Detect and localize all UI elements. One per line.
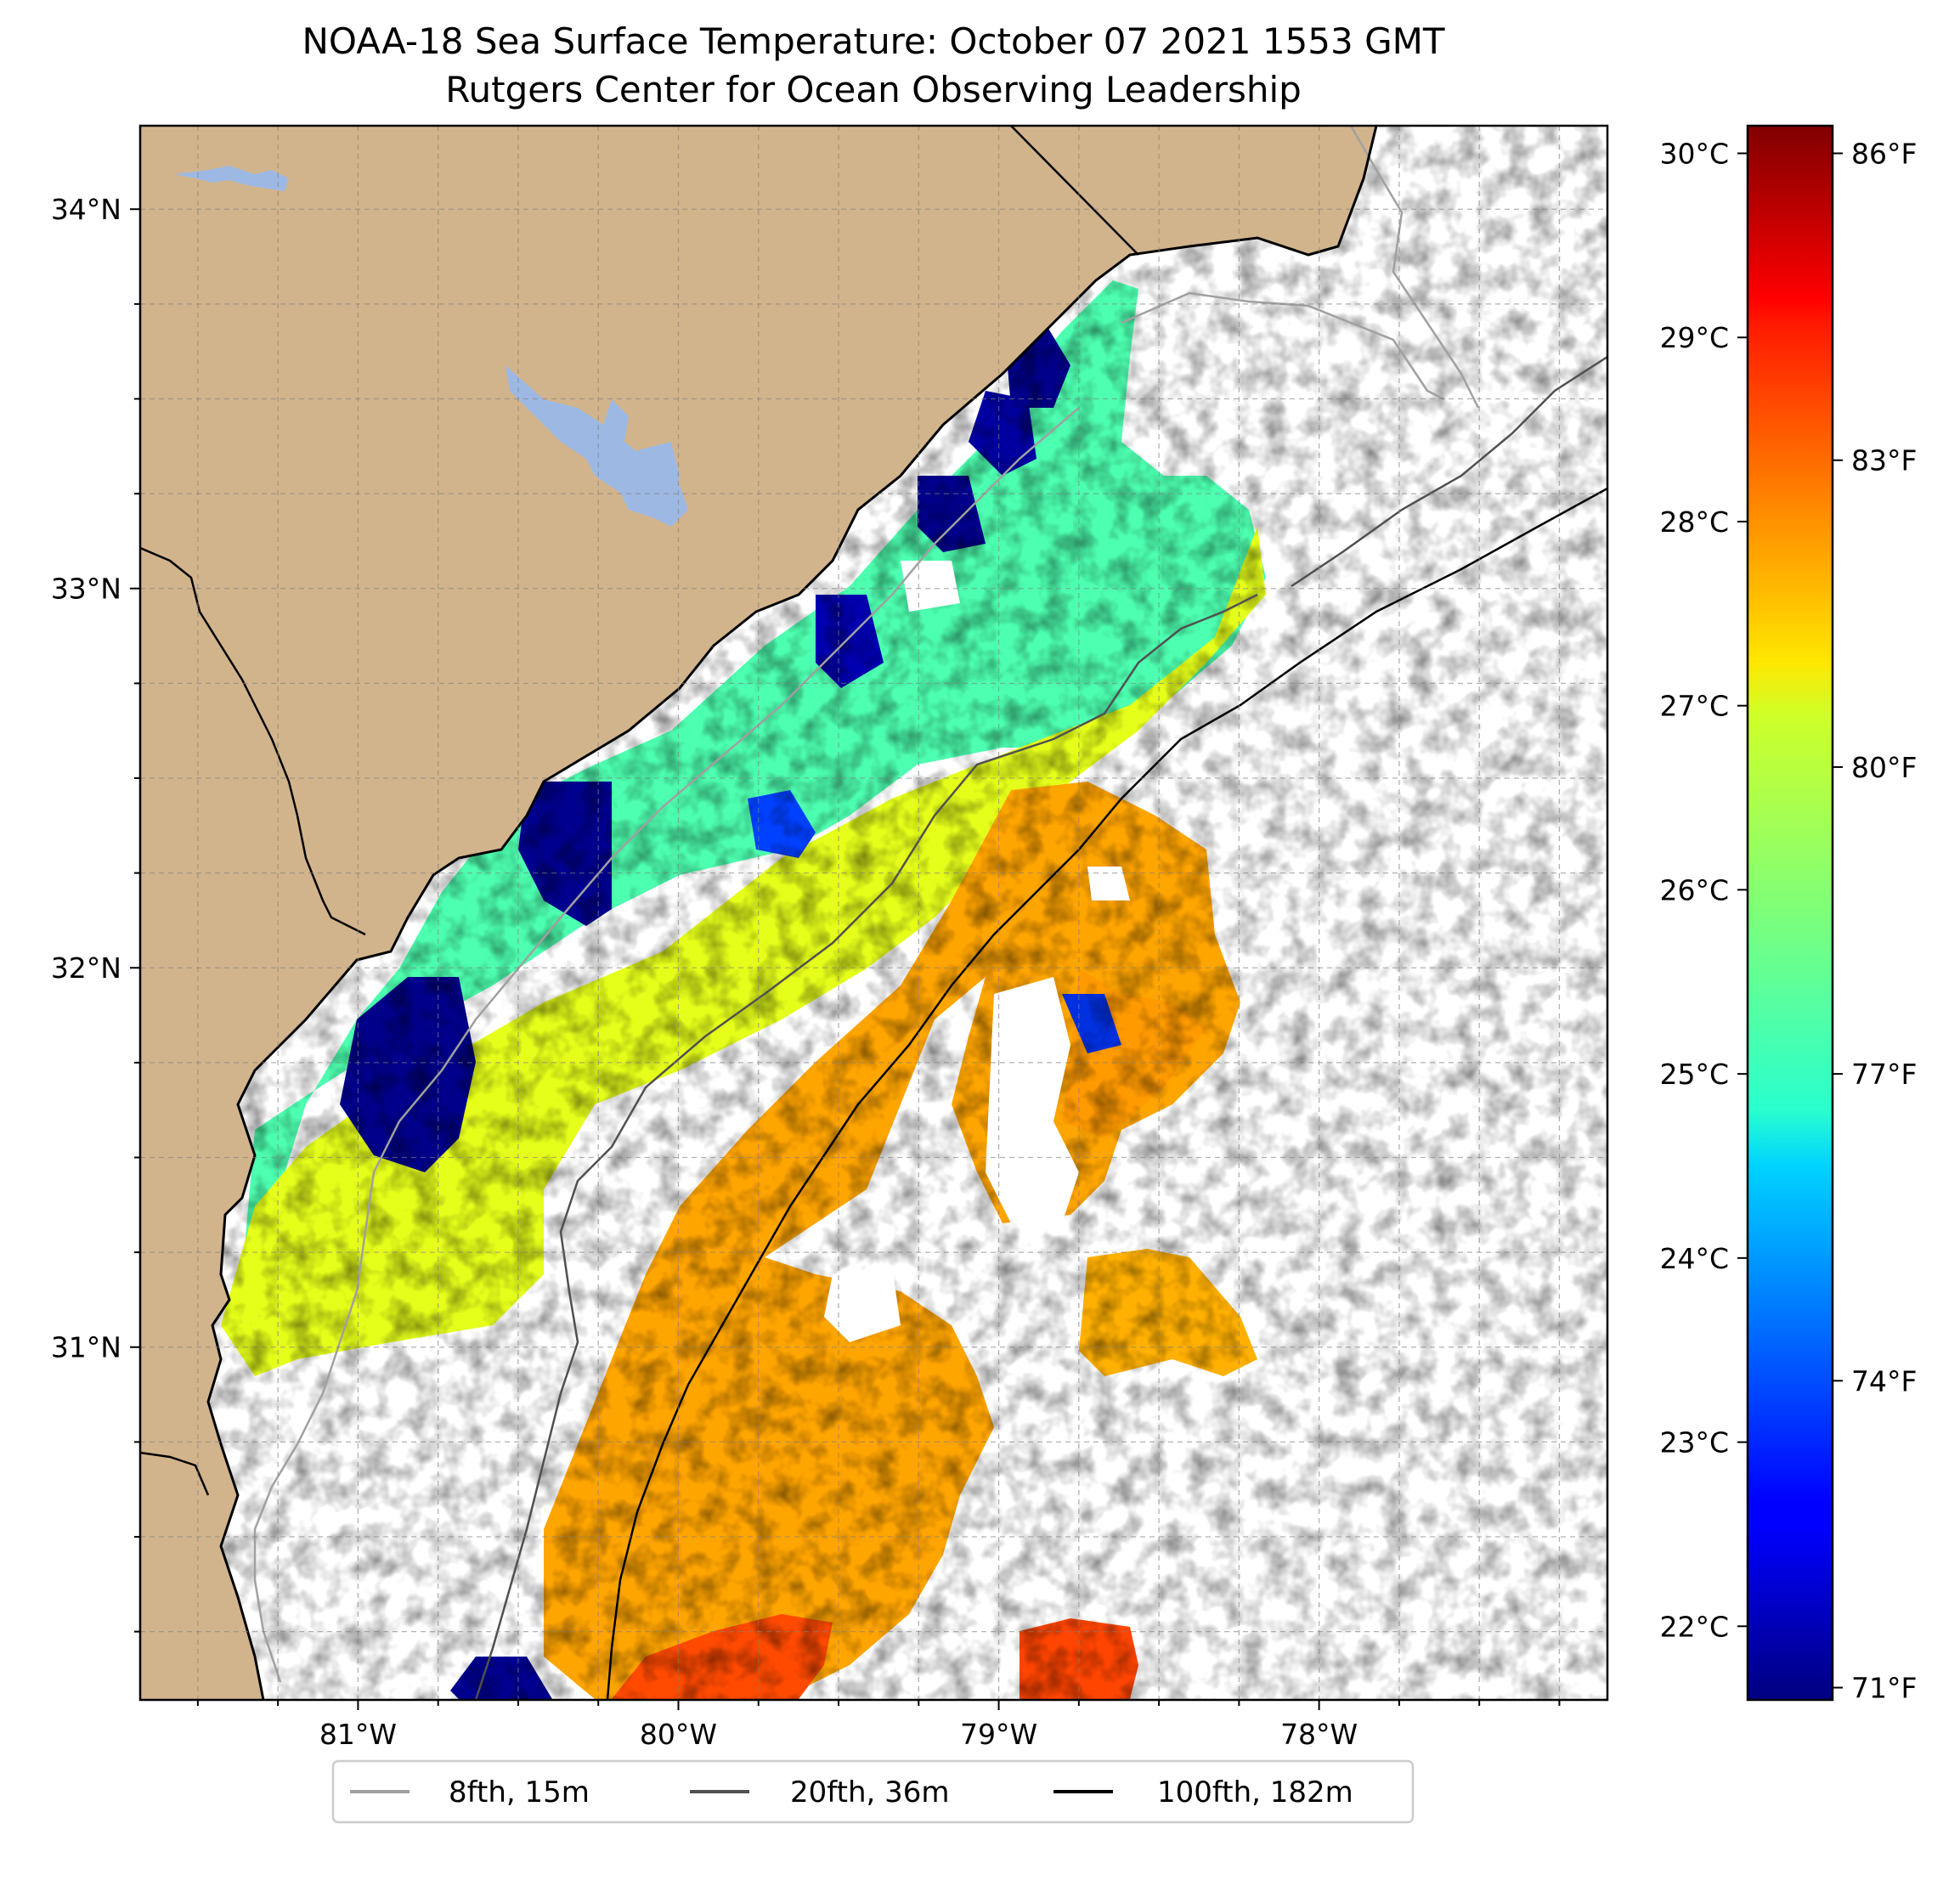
celsius-tick-label: 23°C bbox=[1659, 1426, 1729, 1459]
isobath-8fth bbox=[253, 126, 1480, 1683]
fahrenheit-tick-label: 74°F bbox=[1851, 1364, 1917, 1397]
cloud-gap-4 bbox=[1087, 867, 1130, 900]
lake-moultrie bbox=[637, 442, 680, 510]
state-boundary-nc-sc bbox=[1010, 126, 1139, 256]
celsius-tick-label: 27°C bbox=[1659, 690, 1729, 723]
gridlines bbox=[140, 126, 1607, 1700]
map-frame bbox=[138, 124, 1609, 1702]
colorbar: 30°C 29°C 28°C 27°C 26°C 25°C 24°C 23°C 22°C 86°F… bbox=[1659, 124, 1917, 1705]
fahrenheit-tick-label: 83°F bbox=[1851, 444, 1917, 477]
fahrenheit-tick-label: 80°F bbox=[1851, 751, 1917, 784]
fahrenheit-tick-label: 71°F bbox=[1851, 1672, 1917, 1705]
map-panel bbox=[140, 126, 1607, 1700]
colorbar-ticks: 30°C 29°C 28°C 27°C 26°C 25°C 24°C 23°C 22°C 86°F… bbox=[1659, 138, 1917, 1705]
lon-tick-label: 81°W bbox=[319, 1718, 397, 1751]
legend-label-20fth: 20fth, 36m bbox=[790, 1776, 950, 1809]
lat-tick-label: 34°N bbox=[51, 193, 121, 226]
celsius-tick-label: 28°C bbox=[1659, 505, 1729, 539]
isobath-100fth bbox=[606, 487, 1607, 1700]
legend-label-100fth: 100fth, 182m bbox=[1157, 1776, 1353, 1809]
title-line-2: Rutgers Center for Ocean Observing Leade… bbox=[445, 69, 1302, 110]
cloud-gap-2 bbox=[824, 1266, 901, 1342]
legend-box bbox=[331, 1759, 1415, 1824]
land-mass bbox=[140, 126, 1376, 1700]
lat-tick-label: 31°N bbox=[51, 1331, 121, 1364]
map-ticks: 81°W 80°W 79°W 78°W 34°N 33°N 32°N 31°N bbox=[51, 193, 1561, 1751]
cloud-gap-3 bbox=[901, 561, 960, 612]
state-boundary-ga-sc bbox=[140, 546, 366, 936]
colorbar-frame bbox=[1746, 124, 1834, 1702]
celsius-tick-label: 24°C bbox=[1659, 1242, 1729, 1275]
state-boundary-ga-fl bbox=[140, 1451, 210, 1496]
lon-tick-label: 80°W bbox=[640, 1718, 717, 1751]
lon-tick-label: 79°W bbox=[960, 1718, 1037, 1751]
lat-tick-label: 32°N bbox=[51, 951, 121, 985]
title-line-1: NOAA-18 Sea Surface Temperature: October… bbox=[302, 20, 1444, 62]
lat-tick-label: 33°N bbox=[51, 573, 121, 606]
colorbar-gradient bbox=[1748, 126, 1833, 1700]
legend: 8fth, 15m 20fth, 36m 100fth, 182m bbox=[331, 1759, 1415, 1824]
celsius-tick-label: 25°C bbox=[1659, 1058, 1729, 1091]
fahrenheit-tick-label: 86°F bbox=[1851, 138, 1917, 171]
celsius-tick-label: 30°C bbox=[1659, 138, 1729, 171]
lake-north bbox=[174, 166, 289, 191]
coastline bbox=[206, 126, 1378, 1700]
lon-tick-label: 78°W bbox=[1280, 1718, 1358, 1751]
isobath-20fth bbox=[474, 355, 1607, 1700]
legend-label-8fth: 8fth, 15m bbox=[449, 1776, 590, 1809]
celsius-tick-label: 26°C bbox=[1659, 873, 1729, 906]
cloud-gap-1 bbox=[986, 977, 1079, 1223]
fahrenheit-tick-label: 77°F bbox=[1851, 1058, 1917, 1091]
celsius-tick-label: 29°C bbox=[1659, 321, 1729, 354]
celsius-tick-label: 22°C bbox=[1659, 1610, 1729, 1643]
